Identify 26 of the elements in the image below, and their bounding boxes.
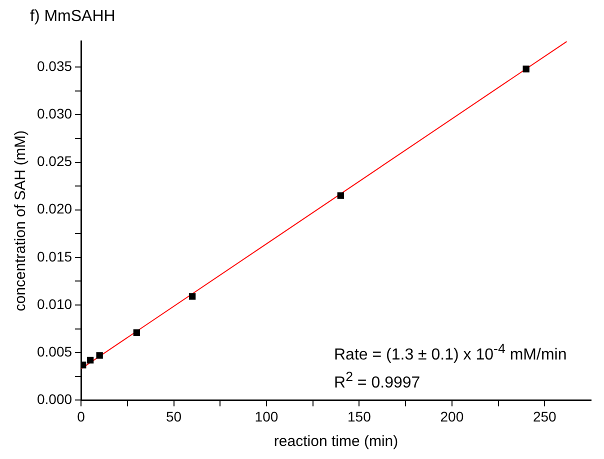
point	[86, 356, 94, 364]
point	[81, 362, 86, 368]
x-tick-label: 50	[166, 408, 182, 424]
point	[133, 329, 140, 336]
point	[188, 293, 196, 300]
y-tick-label: 0.010	[36, 296, 72, 312]
x-tick-label: 100	[254, 408, 278, 424]
text: 0.000	[36, 391, 72, 408]
x-axis-title: reaction time (min)	[274, 433, 398, 450]
y-tick-label: 0.015	[36, 248, 72, 264]
y-axis-title: concentration of SAH (mM)	[12, 130, 30, 312]
x-tick-label: 150	[348, 408, 372, 424]
annotation: Rate = (1.3 ± 0.1) x 10$^{-4}$ mM/min	[334, 340, 567, 366]
y-tick-label: 0.025	[36, 153, 72, 170]
x-tick-label: 250	[532, 408, 557, 424]
y-tick-label: 0.035	[36, 58, 72, 74]
y-tick-label: 0.030	[36, 106, 72, 122]
y-tick-label: 0.005	[36, 343, 72, 360]
annotation: R$^{2}$ = 0.9997	[334, 368, 422, 394]
point	[96, 352, 103, 359]
y-tick-label: 0.020	[36, 200, 72, 217]
point	[337, 192, 344, 199]
point	[522, 66, 530, 72]
chart-title: f) MmSAHH	[29, 8, 116, 27]
x-tick-label: 200	[440, 408, 464, 424]
x-tick-label: 0	[77, 408, 86, 424]
